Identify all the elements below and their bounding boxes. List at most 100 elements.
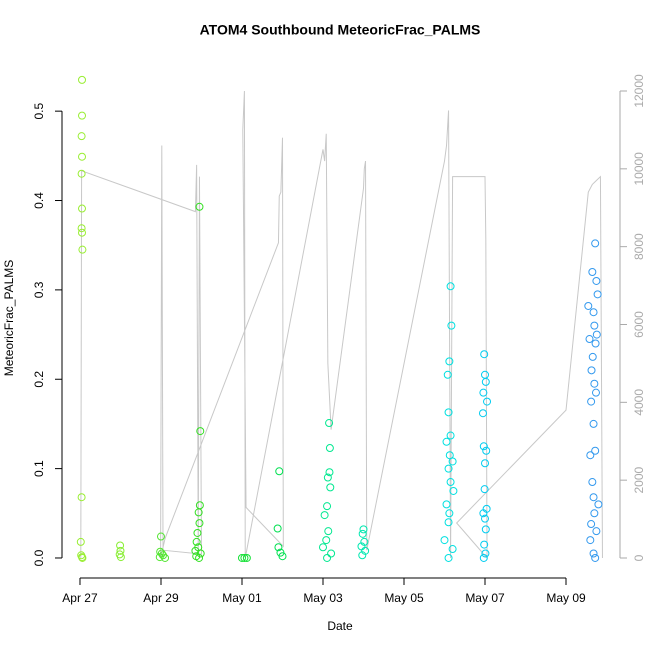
data-point: [361, 546, 370, 555]
data-point: [483, 397, 492, 406]
data-point: [590, 509, 599, 518]
data-point: [192, 537, 201, 546]
data-point: [443, 370, 452, 379]
data-point: [481, 549, 490, 558]
data-point: [587, 397, 596, 406]
y-tick-label: 0.5: [32, 102, 46, 119]
data-point: [587, 520, 596, 529]
data-point: [442, 500, 451, 509]
data-point: [445, 357, 454, 366]
data-point: [481, 377, 490, 386]
data-point: [479, 442, 488, 451]
data-point: [275, 467, 284, 476]
data-point: [479, 553, 488, 562]
data-point: [324, 527, 333, 536]
data-point: [237, 553, 246, 562]
data-point: [589, 308, 598, 317]
data-point: [481, 525, 490, 534]
data-point: [594, 500, 603, 509]
data-point: [161, 553, 170, 562]
data-point: [358, 551, 367, 560]
data-point: [195, 553, 204, 562]
data-point: [591, 446, 600, 455]
data-point: [442, 437, 451, 446]
data-point: [591, 339, 600, 348]
data-point: [588, 352, 597, 361]
data-point: [592, 527, 601, 536]
data-point: [323, 473, 332, 482]
x-tick-label: May 07: [465, 591, 505, 605]
data-point: [591, 239, 600, 248]
data-point: [242, 553, 251, 562]
data-point: [76, 537, 85, 546]
x-axis-label: Date: [327, 619, 353, 633]
data-point: [320, 511, 329, 520]
data-point: [77, 224, 86, 233]
data-point: [273, 524, 282, 533]
data-point: [585, 335, 594, 344]
y-tick-label: 0.0: [32, 549, 46, 566]
x-tick-label: Apr 29: [143, 591, 179, 605]
data-point: [447, 321, 456, 330]
y-tick-label: 0.2: [32, 371, 46, 388]
data-point: [278, 552, 287, 561]
y2-tick-label: 12000: [632, 74, 646, 108]
y2-tick-label: 8000: [632, 233, 646, 260]
data-point: [584, 301, 593, 310]
data-point: [482, 446, 491, 455]
data-point: [116, 541, 125, 550]
y-tick-label: 0.4: [32, 192, 46, 209]
data-point: [588, 268, 597, 277]
y2-tick-label: 6000: [632, 311, 646, 338]
data-point: [194, 508, 203, 517]
x-tick-label: May 01: [222, 591, 262, 605]
data-point: [586, 536, 595, 545]
data-point: [446, 282, 455, 291]
data-point: [193, 528, 202, 537]
data-point: [481, 459, 490, 468]
data-point: [586, 451, 595, 460]
data-point: [591, 388, 600, 397]
data-point: [448, 457, 457, 466]
data-point: [444, 464, 453, 473]
data-point: [77, 169, 86, 178]
data-point: [274, 543, 283, 552]
data-point: [78, 204, 87, 213]
data-point: [196, 427, 205, 436]
data-point: [325, 468, 334, 477]
data-point: [78, 553, 87, 562]
data-point: [480, 540, 489, 549]
y2-tick-label: 4000: [632, 389, 646, 416]
data-point: [77, 132, 86, 141]
data-point: [478, 409, 487, 418]
data-point: [481, 514, 490, 523]
data-point: [155, 553, 164, 562]
data-point: [323, 502, 332, 511]
data-point: [360, 537, 369, 546]
y2-tick-label: 10000: [632, 152, 646, 186]
data-point: [240, 553, 249, 562]
y-tick-label: 0.3: [32, 281, 46, 298]
data-point: [480, 350, 489, 359]
data-point: [116, 553, 125, 562]
data-point: [359, 525, 368, 534]
data-point: [440, 536, 449, 545]
data-point: [589, 549, 598, 558]
data-point: [588, 478, 597, 487]
y-tick-label: 0.1: [32, 460, 46, 477]
data-point: [591, 553, 600, 562]
data-point: [446, 431, 455, 440]
altitude-line: [80, 90, 603, 560]
data-point: [445, 509, 454, 518]
data-point: [444, 408, 453, 417]
x-tick-label: May 03: [303, 591, 343, 605]
data-point: [195, 519, 204, 528]
y-axis-label: MeteoricFrac_PALMS: [2, 260, 16, 376]
y2-tick-label: 0: [632, 554, 646, 561]
chart-title: ATOM4 Southbound MeteoricFrac_PALMS: [200, 22, 481, 38]
x-tick-label: May 05: [384, 591, 424, 605]
data-point: [327, 549, 336, 558]
data-point: [78, 228, 87, 237]
data-point: [323, 553, 332, 562]
